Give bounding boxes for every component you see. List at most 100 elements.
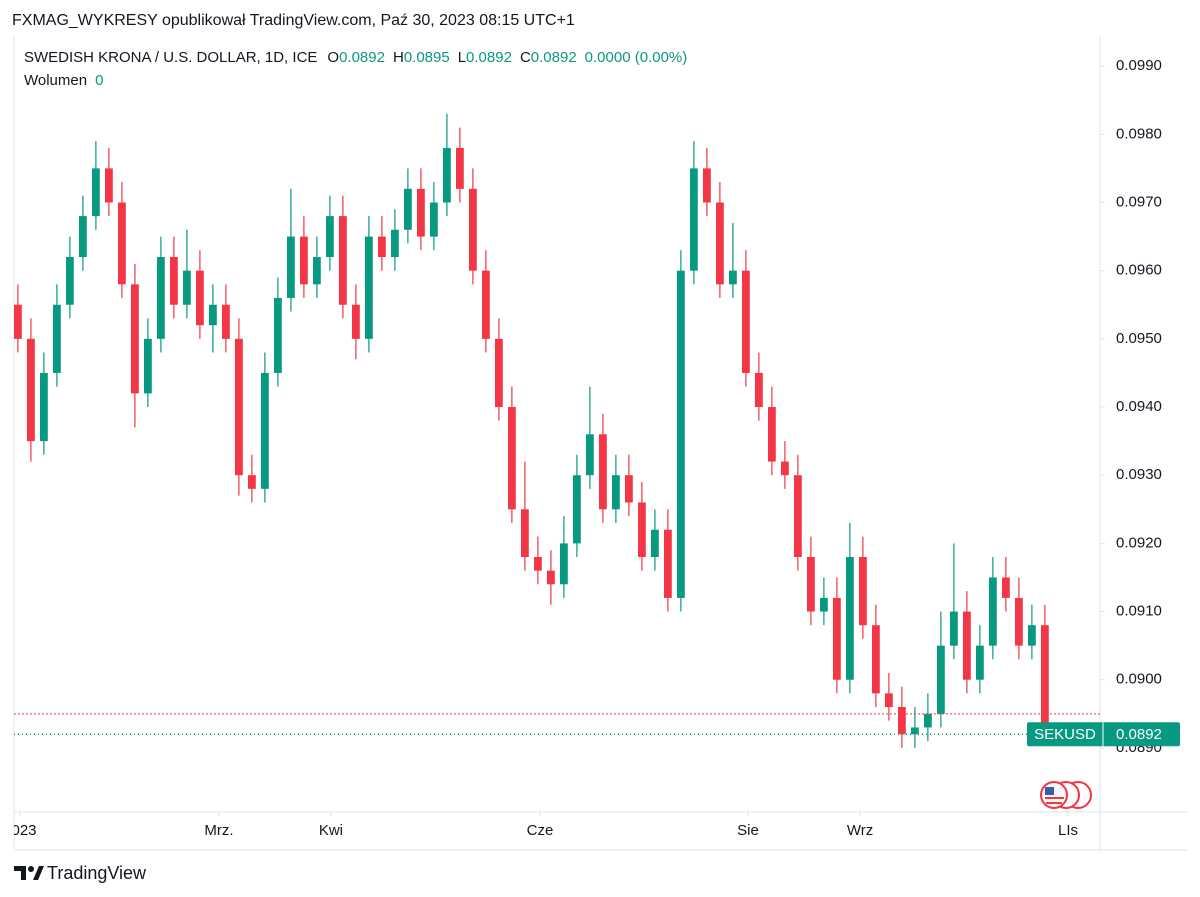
candle-body	[338, 216, 347, 305]
candle-body	[650, 529, 659, 558]
candle-body	[702, 168, 711, 203]
ohlc-value: 0.0895	[404, 49, 450, 66]
candle-body	[598, 434, 607, 510]
candle-body	[728, 270, 737, 285]
candle-body	[416, 188, 425, 237]
candle-body	[52, 304, 61, 373]
volume-label: Wolumen	[24, 72, 87, 89]
candle-body	[754, 372, 763, 408]
x-tick-label: Wrz	[847, 822, 873, 839]
candle-body	[611, 475, 620, 510]
candle-body	[949, 611, 958, 646]
candle-body	[429, 202, 438, 237]
candle-body	[715, 202, 724, 285]
candle-body	[14, 304, 22, 339]
candle-body	[221, 304, 230, 339]
candle-body	[585, 434, 594, 476]
x-tick-label: Cze	[527, 822, 554, 839]
y-tick-label: 0.0990	[1116, 57, 1162, 74]
candle-body	[871, 625, 880, 694]
candle-body	[403, 188, 412, 230]
plot-area	[14, 113, 1049, 748]
candle-body	[507, 407, 516, 510]
overlay: SEKUSD 0.0892	[14, 713, 1180, 747]
candle-body	[130, 284, 139, 394]
y-tick-label: 0.0940	[1116, 398, 1162, 415]
candle-body	[117, 202, 126, 285]
change: 0.0000 (0.00%)	[585, 49, 688, 66]
x-tick-label: 2023	[3, 822, 36, 839]
candle-body	[442, 147, 451, 203]
candle-body	[845, 557, 854, 680]
candle-body	[962, 611, 971, 680]
candle-body	[689, 168, 698, 271]
volume-legend: Wolumen 0	[24, 72, 103, 89]
y-tick-label: 0.0910	[1116, 603, 1162, 620]
candle-body	[741, 270, 750, 373]
candle-body	[1040, 625, 1049, 735]
y-tick-label: 0.0900	[1116, 671, 1162, 688]
volume-value: 0	[95, 72, 103, 89]
candle-body	[468, 188, 477, 271]
y-tick-label: 0.0980	[1116, 125, 1162, 142]
candle-body	[104, 168, 113, 203]
y-tick-label: 0.0970	[1116, 193, 1162, 210]
candle-body	[299, 236, 308, 285]
candle-body	[455, 147, 464, 189]
candle-body	[910, 727, 919, 735]
candle-body	[169, 257, 178, 305]
last-price-label: 0.0892	[1116, 726, 1162, 743]
ohlc-key: O	[327, 49, 339, 66]
chart-title: SWEDISH KRONA / U.S. DOLLAR, 1D, ICE	[24, 49, 317, 66]
candle-body	[260, 372, 269, 489]
x-tick-label: Kwi	[319, 822, 343, 839]
candle-body	[286, 236, 295, 298]
y-tick-label: 0.0950	[1116, 330, 1162, 347]
candle-body	[637, 502, 646, 558]
candle-body	[234, 338, 243, 476]
symbol-label: SEKUSD	[1034, 726, 1096, 743]
ohlc-value: 0.0892	[531, 49, 577, 66]
candle-body	[351, 304, 360, 339]
y-tick-label: 0.0920	[1116, 534, 1162, 551]
candle-body	[806, 557, 815, 612]
candle-body	[481, 270, 490, 339]
ohlc-value: 0.0892	[466, 49, 512, 66]
candle-body	[676, 270, 685, 598]
ohlc-key: L	[458, 49, 466, 66]
candle-body	[273, 297, 282, 373]
candle-body	[546, 570, 555, 585]
candle-body	[858, 557, 867, 626]
candle-body	[1001, 577, 1010, 598]
candle-body	[247, 475, 256, 489]
y-tick-label: 0.0930	[1116, 466, 1162, 483]
candle-body	[143, 338, 152, 394]
candle-body	[390, 229, 399, 258]
candle-body	[572, 475, 581, 544]
candle-body	[988, 577, 997, 646]
candle-body	[819, 597, 828, 612]
ohlc-key: H	[393, 49, 404, 66]
candle-body	[832, 597, 841, 680]
candle-body	[325, 216, 334, 258]
candle-body	[923, 713, 932, 728]
candle-body	[663, 529, 672, 598]
brand: TradingView	[47, 863, 147, 883]
candle-body	[793, 475, 802, 558]
candle-body	[975, 645, 984, 680]
candle-body	[520, 509, 529, 558]
caption: FXMAG_WYKRESY opublikował TradingView.co…	[12, 12, 575, 29]
candle-body	[1014, 597, 1023, 646]
candle-body	[377, 236, 386, 258]
candle-body	[559, 543, 568, 585]
candle-body	[312, 257, 321, 285]
ohlc-value: 0.0892	[339, 49, 385, 66]
candle-body	[624, 475, 633, 503]
candle-body	[1027, 625, 1036, 646]
candle-body	[780, 461, 789, 476]
candle-body	[78, 216, 87, 258]
candle-body	[494, 338, 503, 408]
x-tick-label: Sie	[737, 822, 759, 839]
candle-body	[65, 257, 74, 305]
